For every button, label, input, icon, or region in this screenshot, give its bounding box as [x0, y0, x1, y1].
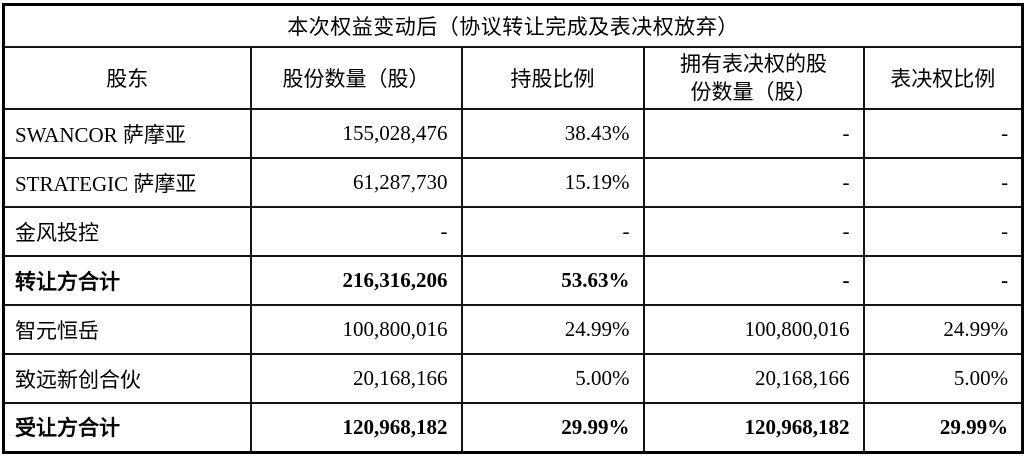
cell-shareholder: 智元恒岳: [2, 304, 252, 356]
cell-voting-shares: 100,800,016: [642, 304, 865, 356]
cell-holding-ratio: 24.99%: [460, 304, 645, 356]
cell-holding-ratio: 29.99%: [460, 402, 645, 454]
column-header: 股份数量（股）: [249, 45, 463, 111]
cell-shareholder: STRATEGIC 萨摩亚: [2, 157, 252, 209]
column-header: 持股比例: [460, 45, 645, 111]
cell-voting-shares: -: [642, 206, 865, 258]
cell-holding-ratio: 5.00%: [460, 353, 645, 405]
cell-shares: 216,316,206: [249, 255, 463, 307]
column-header: 股东: [2, 45, 252, 111]
cell-shareholder: 致远新创合伙: [2, 353, 252, 405]
cell-shares: 100,800,016: [249, 304, 463, 356]
table-title: 本次权益变动后（协议转让完成及表决权放弃）: [2, 3, 1024, 48]
cell-shareholder: SWANCOR 萨摩亚: [2, 108, 252, 160]
cell-shares: 155,028,476: [249, 108, 463, 160]
table-row: STRATEGIC 萨摩亚 61,287,730 15.19% - -: [2, 157, 1024, 209]
cell-voting-ratio: 29.99%: [862, 402, 1024, 454]
cell-shareholder: 受让方合计: [2, 402, 252, 454]
column-header-label: 拥有表决权的股份数量（股）: [680, 51, 827, 104]
header-row: 股东 股份数量（股） 持股比例 拥有表决权的股份数量（股） 表决权比例: [2, 45, 1024, 111]
cell-shareholder: 转让方合计: [2, 255, 252, 307]
cell-voting-ratio: -: [862, 157, 1024, 209]
cell-voting-shares: -: [642, 157, 865, 209]
table-row: 转让方合计 216,316,206 53.63% - -: [2, 255, 1024, 307]
table-body: SWANCOR 萨摩亚 155,028,476 38.43% - - STRATEGIC …: [2, 108, 1024, 454]
table-row: SWANCOR 萨摩亚 155,028,476 38.43% - -: [2, 108, 1024, 160]
table-row: 受让方合计 120,968,182 29.99% 120,968,182 29.99%: [2, 402, 1024, 454]
cell-voting-ratio: -: [862, 255, 1024, 307]
cell-holding-ratio: -: [460, 206, 645, 258]
cell-voting-shares: 20,168,166: [642, 353, 865, 405]
cell-shares: 120,968,182: [249, 402, 463, 454]
cell-shares: 20,168,166: [249, 353, 463, 405]
cell-voting-ratio: 24.99%: [862, 304, 1024, 356]
cell-shares: 61,287,730: [249, 157, 463, 209]
cell-voting-shares: -: [642, 255, 865, 307]
cell-voting-ratio: 5.00%: [862, 353, 1024, 405]
cell-holding-ratio: 53.63%: [460, 255, 645, 307]
cell-voting-shares: 120,968,182: [642, 402, 865, 454]
column-header: 拥有表决权的股份数量（股）: [642, 45, 865, 111]
cell-shareholder: 金风投控: [2, 206, 252, 258]
table-row: 智元恒岳 100,800,016 24.99% 100,800,016 24.99%: [2, 304, 1024, 356]
equity-change-table: 本次权益变动后（协议转让完成及表决权放弃） 股东 股份数量（股） 持股比例 拥有表决权…: [2, 3, 1024, 454]
table-title-row: 本次权益变动后（协议转让完成及表决权放弃）: [2, 3, 1024, 48]
table-row: 金风投控 - - - -: [2, 206, 1024, 258]
cell-holding-ratio: 15.19%: [460, 157, 645, 209]
cell-voting-shares: -: [642, 108, 865, 160]
cell-voting-ratio: -: [862, 108, 1024, 160]
cell-voting-ratio: -: [862, 206, 1024, 258]
table-row: 致远新创合伙 20,168,166 5.00% 20,168,166 5.00%: [2, 353, 1024, 405]
cell-shares: -: [249, 206, 463, 258]
column-header: 表决权比例: [862, 45, 1024, 111]
cell-holding-ratio: 38.43%: [460, 108, 645, 160]
